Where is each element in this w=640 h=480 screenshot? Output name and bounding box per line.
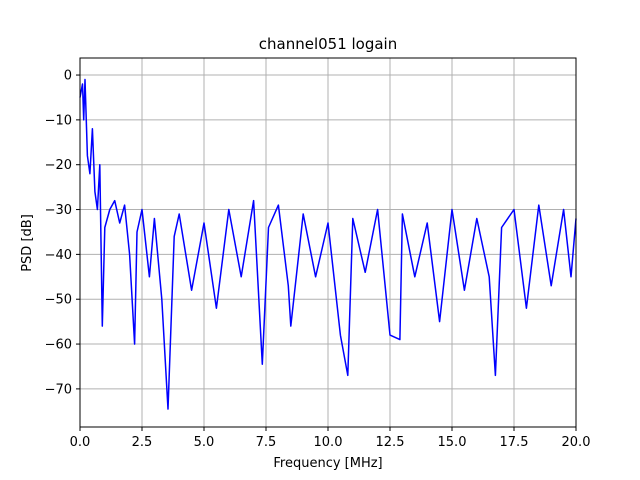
psd-series-line — [79, 78, 577, 410]
x-tick-label: 0.0 — [70, 435, 91, 450]
y-tick-label: −40 — [45, 248, 72, 263]
x-axis-label: Frequency [MHz] — [273, 456, 382, 471]
y-tick-label: −50 — [45, 293, 72, 308]
x-tick-label: 15.0 — [438, 435, 467, 450]
y-tick-label: −60 — [45, 338, 72, 353]
x-tick-label: 2.5 — [132, 435, 153, 450]
y-tick-label: −10 — [45, 113, 72, 128]
x-tick-label: 5.0 — [194, 435, 215, 450]
y-tick-label: −20 — [45, 158, 72, 173]
y-tick-label: −70 — [45, 382, 72, 397]
x-tick-label: 17.5 — [500, 435, 529, 450]
data-series — [79, 78, 577, 410]
y-tick-label: −30 — [45, 203, 72, 218]
axis-ticks: 0.0 2.5 5.0 7.5 10.0 12.5 15.0 17.5 20.0 0 −10 −20 −… — [45, 69, 591, 450]
y-axis-label: PSD [dB] — [20, 214, 35, 272]
x-tick-label: 12.5 — [376, 435, 405, 450]
x-tick-label: 7.5 — [256, 435, 277, 450]
x-tick-label: 20.0 — [562, 435, 591, 450]
y-tick-label: 0 — [64, 69, 72, 84]
chart-title: channel051 logain — [259, 35, 398, 53]
x-tick-label: 10.0 — [314, 435, 343, 450]
grid-lines — [79, 58, 577, 427]
